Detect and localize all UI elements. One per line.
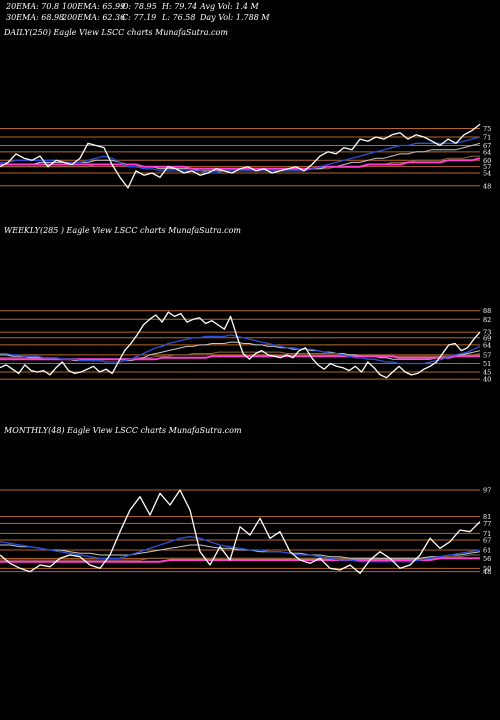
y-tick-label: 77 xyxy=(483,520,491,528)
y-tick-label: 81 xyxy=(483,513,491,521)
stats-header: 20EMA: 70.8 30EMA: 68.98 100EMA: 65.99 2… xyxy=(0,0,500,30)
ema30-value: 30EMA: 68.98 xyxy=(6,13,65,22)
series-line-ema-fast xyxy=(0,334,481,365)
series-line-price xyxy=(0,123,481,189)
series-line-ema-mid xyxy=(0,544,481,559)
panel-title: MONTHLY(48) Eagle View LSCC charts Munaf… xyxy=(3,426,242,435)
y-tick-label: 54 xyxy=(483,170,491,178)
ema20-value: 20EMA: 70.8 xyxy=(6,2,60,11)
y-tick-label: 57 xyxy=(483,163,491,171)
series-line-ema-fast xyxy=(0,136,481,174)
y-tick-label: 51 xyxy=(483,360,491,368)
series-line-ema-fast xyxy=(0,536,481,563)
y-tick-label: 88 xyxy=(483,307,491,315)
y-tick-label: 64 xyxy=(483,148,491,156)
y-tick-label: 75 xyxy=(483,125,491,133)
open-value: O: 78.95 xyxy=(122,2,157,11)
y-tick-label: 73 xyxy=(483,329,491,337)
y-tick-label: 48 xyxy=(483,568,491,576)
y-tick-label: 71 xyxy=(483,133,491,141)
series-line-ema-slow-2 xyxy=(0,355,480,361)
y-tick-label: 82 xyxy=(483,316,491,324)
low-value: L: 76.58 xyxy=(162,13,196,22)
y-tick-label: 61 xyxy=(483,547,491,555)
series-line-price xyxy=(0,489,481,574)
y-tick-label: 57 xyxy=(483,351,491,359)
panel-title: DAILY(250) Eagle View LSCC charts Munafa… xyxy=(3,28,228,37)
y-tick-label: 67 xyxy=(483,142,491,150)
series-line-price xyxy=(0,311,481,379)
close-value: C: 77.19 xyxy=(122,13,157,22)
panel-title: WEEKLY(285 ) Eagle View LSCC charts Muna… xyxy=(4,226,241,235)
day-volume: Day Vol: 1.788 M xyxy=(200,13,270,22)
y-tick-label: 67 xyxy=(483,537,491,545)
high-value: H: 79.74 xyxy=(162,2,198,11)
y-tick-label: 71 xyxy=(483,530,491,538)
ema100-value: 100EMA: 65.99 xyxy=(62,2,126,11)
y-tick-label: 45 xyxy=(483,369,491,377)
y-tick-label: 56 xyxy=(483,555,491,563)
y-tick-label: 64 xyxy=(483,341,491,349)
avg-volume: Avg Vol: 1.4 M xyxy=(200,2,259,11)
y-tick-label: 50 xyxy=(483,565,491,573)
y-tick-label: 97 xyxy=(483,487,491,495)
y-tick-label: 69 xyxy=(483,334,491,342)
y-tick-label: 40 xyxy=(483,376,491,384)
series-line-ema-slow-2 xyxy=(0,157,481,170)
series-line-ema-slow-2 xyxy=(0,557,480,563)
y-tick-label: 60 xyxy=(483,157,491,165)
y-tick-label: 48 xyxy=(483,182,491,190)
ema200-value: 200EMA: 62.36 xyxy=(62,13,126,22)
